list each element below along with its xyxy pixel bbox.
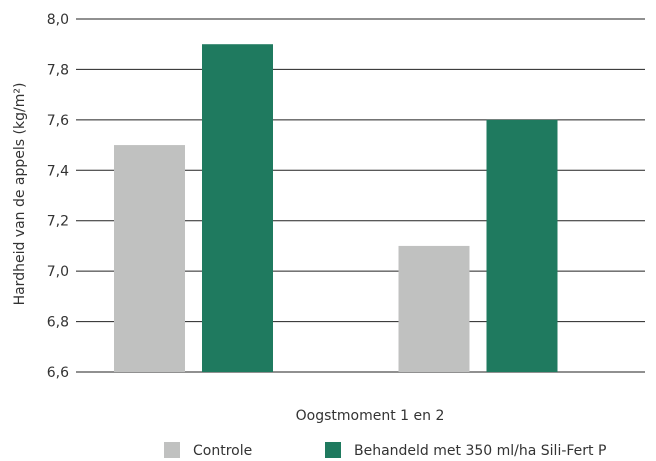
y-axis-title: Hardheid van de appels (kg/m²): [12, 83, 28, 306]
y-tick-label: 6,8: [47, 315, 69, 331]
bar: [114, 145, 185, 372]
bar: [202, 44, 273, 372]
y-tick-label: 7,2: [47, 214, 69, 230]
x-axis-title: Oogstmoment 1 en 2: [296, 408, 445, 424]
legend: Controle Behandeld met 350 ml/ha Sili-Fer…: [164, 442, 606, 459]
y-tick-label: 7,8: [47, 62, 69, 78]
y-tick-label: 8,0: [47, 12, 69, 28]
y-tick-label: 7,6: [47, 113, 69, 129]
legend-swatch: [325, 442, 341, 458]
bars: [114, 44, 558, 372]
y-tick-label: 7,4: [47, 163, 69, 179]
bar: [398, 245, 470, 372]
legend-swatch: [164, 442, 180, 458]
y-tick-labels: 6,6 6,8 7,0 7,2 7,4 7,6 7,8 8,0: [47, 12, 69, 381]
legend-label: Controle: [193, 443, 252, 459]
legend-label: Behandeld met 350 ml/ha Sili-Fert P: [354, 443, 606, 459]
bar: [486, 119, 558, 372]
y-tick-label: 6,6: [47, 365, 69, 381]
y-tick-label: 7,0: [47, 264, 69, 280]
